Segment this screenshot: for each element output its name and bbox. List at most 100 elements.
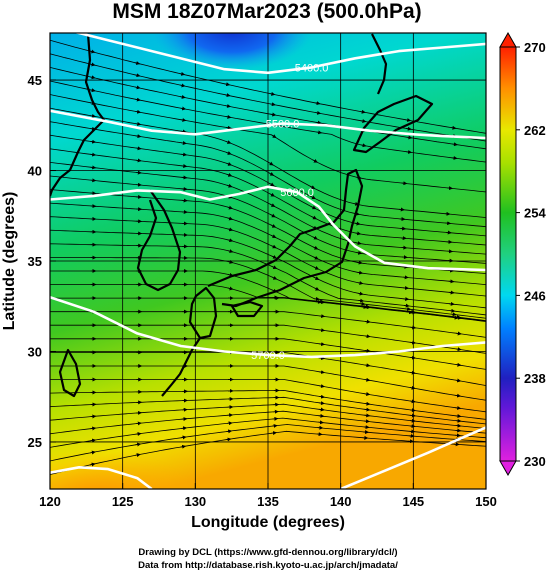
streamline-arrow-7-7 [409,399,416,404]
streamline-arrow-7-6 [364,392,371,396]
streamline-arrow-31-6 [360,119,367,123]
streamline-arrow-5-8 [455,418,462,423]
streamline-arrow-31-2 [179,83,186,88]
streamline-3 [50,410,486,435]
streamline-0 [50,430,486,475]
streamline-arrow-19-5 [313,266,320,270]
streamline-arrow-27-2 [180,129,187,134]
streamline-1 [50,424,486,462]
streamline-arrow-5-7 [410,413,416,418]
streamline-arrow-0-4 [271,431,277,436]
streamline-arrow-29-7 [406,149,413,154]
streamline-arrow-19-6 [357,280,364,285]
streamline-arrow-11-8 [455,347,462,352]
streamline-arrow-5-5 [319,401,325,406]
streamline-arrow-23-0 [90,165,97,170]
streamline-arrow-8-7 [409,385,416,390]
y-axis-label: Latitude (degrees) [1,192,18,331]
streamline-arrow-23-3 [226,183,233,188]
streamline-10 [50,338,486,370]
streamline-arrow-3-0 [90,426,97,431]
streamline-arrow-17-8 [449,308,456,313]
colorbar-tick-label-254: 254 [524,206,546,221]
streamline-32 [50,39,486,134]
streamline-arrow-6-7 [410,408,416,413]
streamline-arrow-20-5 [313,255,319,260]
streamline-arrow-1-3 [226,429,233,434]
streamline-arrow-11-5 [319,328,326,333]
streamline-arrow-4-7 [410,418,416,423]
streamline-arrow-28-8 [447,186,453,191]
streamline-arrow-2-2 [181,426,188,431]
streamline-arrow-19-4 [271,244,277,249]
streamline-arrow-6-8 [455,414,462,418]
streamline-arrow-23-4 [269,203,276,207]
streamline-arrow-24-3 [226,172,233,177]
contour-label-5700: 5700.0 [251,350,285,362]
streamline-arrow-1-1 [135,442,142,447]
coastline-china-korea [50,33,106,197]
streamline-arrow-12-5 [319,314,326,319]
x-axis-label: Longitude (degrees) [191,514,345,531]
coastline-shikoku [230,300,264,318]
x-tick-label-135: 135 [257,494,279,509]
streamline-24 [50,148,486,246]
colorbar-tick-label-270: 270 [524,40,546,55]
streamline-arrow-32-2 [179,71,186,76]
streamline-arrow-1-2 [180,435,187,440]
contour-line-5500-1 [50,109,486,140]
geopotential-height-contours: 5400.0 5500.0 5600.0 5700.0 [50,33,486,489]
y-tick-label-30: 30 [28,344,42,359]
colorbar-body [499,46,517,462]
streamline-arrow-26-3 [226,151,232,155]
contour-label-5600: 5600.0 [280,187,314,199]
streamline-arrow-31-3 [224,93,231,98]
streamline-arrow-24-0 [90,152,97,157]
streamline-arrow-9-5 [319,356,326,361]
streamline-8 [50,365,486,401]
streamline-arrow-6-6 [364,401,371,406]
streamline-arrow-32-0 [89,49,96,54]
streamline-arrow-24-1 [135,158,142,163]
streamline-arrow-24-5 [311,215,317,220]
streamline-arrow-23-1 [136,170,142,175]
streamline-arrow-18-5 [313,276,320,280]
contour-label-5500: 5500.0 [266,118,300,130]
y-tick-label-25: 25 [28,435,42,450]
streamline-arrow-15-6 [361,305,368,309]
streamline-arrow-30-4 [270,112,277,117]
streamline-arrow-3-6 [364,419,370,424]
coastline-sakhalin [371,33,388,95]
credit-data: Data from http://database.rish.kyoto-u.a… [138,560,398,571]
streamline-31 [50,53,486,142]
streamline-arrow-28-3 [225,125,232,130]
streamline-arrow-31-0 [89,62,96,67]
streamline-arrow-31-7 [405,126,412,131]
streamline-arrow-19-8 [448,290,455,295]
x-tick-label-125: 125 [112,494,134,509]
streamline-arrow-1-0 [90,450,96,455]
streamline-arrow-27-3 [225,140,232,144]
streamline-arrow-18-6 [357,291,364,296]
streamline-arrow-0-1 [135,453,141,458]
streamline-arrow-10-6 [364,348,371,353]
streamline-arrow-26-1 [135,134,142,139]
y-tick-label-40: 40 [28,164,42,179]
streamline-arrow-24-4 [269,192,275,197]
streamline-arrow-7-5 [319,384,325,389]
contour-line-5400-0 [73,33,486,75]
streamline-arrow-31-1 [134,73,141,78]
y-axis-ticks: 25 30 35 40 45 [28,73,56,450]
streamline-arrow-2-5 [318,420,324,425]
streamline-arrow-32-7 [405,118,412,122]
streamline-arrow-8-6 [364,377,371,382]
streamline-arrow-32-8 [450,125,457,130]
streamline-arrow-30-1 [134,85,141,90]
streamline-arrow-21-6 [356,260,363,265]
streamline-arrow-0-3 [225,437,232,442]
streamline-7 [50,379,486,413]
colorbar-tick-label-246: 246 [524,288,546,303]
streamline-arrow-17-7 [403,303,410,308]
streamline-arrow-19-3 [227,227,234,232]
streamline-arrow-29-2 [180,106,187,111]
